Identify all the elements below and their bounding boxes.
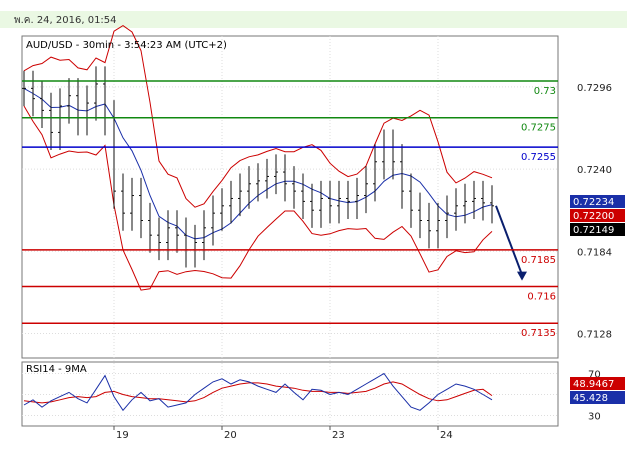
rsi-tick-label: 70 — [588, 370, 601, 381]
price-label: 0.72149 — [573, 225, 614, 236]
price-label: 0.72200 — [573, 211, 614, 222]
price-label-box — [570, 223, 625, 236]
rsi-value-box — [570, 377, 625, 390]
level-label: 0.716 — [527, 292, 556, 303]
y-tick-label: 0.7240 — [577, 165, 612, 176]
projection-arrow — [495, 205, 523, 276]
level-label: 0.7185 — [521, 255, 556, 266]
level-label: 0.7275 — [521, 123, 556, 134]
y-tick-label: 0.7128 — [577, 330, 612, 341]
rsi-value-label: 48.9467 — [573, 379, 614, 390]
rsi-title: RSI14 - 9MA — [26, 364, 87, 375]
price-labels: 0.72234 0.72200 0.72149 — [570, 195, 625, 236]
x-tick-label: 20 — [224, 430, 237, 441]
chart-title: AUD/USD - 30min - 3:54:23 AM (UTC+2) — [26, 40, 227, 51]
rsi-value-label: 45.428 — [573, 393, 608, 404]
level-label: 0.73 — [534, 86, 556, 97]
rsi-line — [23, 372, 493, 412]
rsi-ma-line — [23, 381, 493, 404]
level-label: 0.7255 — [521, 152, 556, 163]
price-label-box — [570, 195, 625, 208]
price-label-box — [570, 209, 625, 222]
y-axis-labels: 0.7296 0.7240 0.7184 0.7128 — [577, 83, 612, 341]
rsi-value-box — [570, 391, 625, 404]
y-tick-label: 0.7296 — [577, 83, 612, 94]
level-label: 0.7135 — [521, 328, 556, 339]
date-header: พ.ค. 24, 2016, 01:54 — [14, 15, 117, 26]
bollinger-lower — [23, 105, 493, 291]
x-tick-label: 19 — [116, 430, 129, 441]
projection-arrowhead — [517, 271, 527, 281]
date-header-bar: พ.ค. 24, 2016, 01:54 — [0, 11, 627, 28]
x-tick-label: 23 — [332, 430, 345, 441]
x-axis-labels: 19 20 23 24 — [113, 426, 453, 441]
price-label: 0.72234 — [573, 197, 614, 208]
rsi-tick-label: 30 — [588, 412, 601, 423]
y-tick-label: 0.7184 — [577, 247, 612, 258]
bollinger-upper — [23, 24, 493, 208]
main-panel-frame — [21, 35, 559, 359]
x-tick-label: 24 — [440, 430, 453, 441]
support-resistance-levels: 0.73 0.7275 0.7255 0.7185 0.716 0.7135 — [22, 80, 558, 339]
